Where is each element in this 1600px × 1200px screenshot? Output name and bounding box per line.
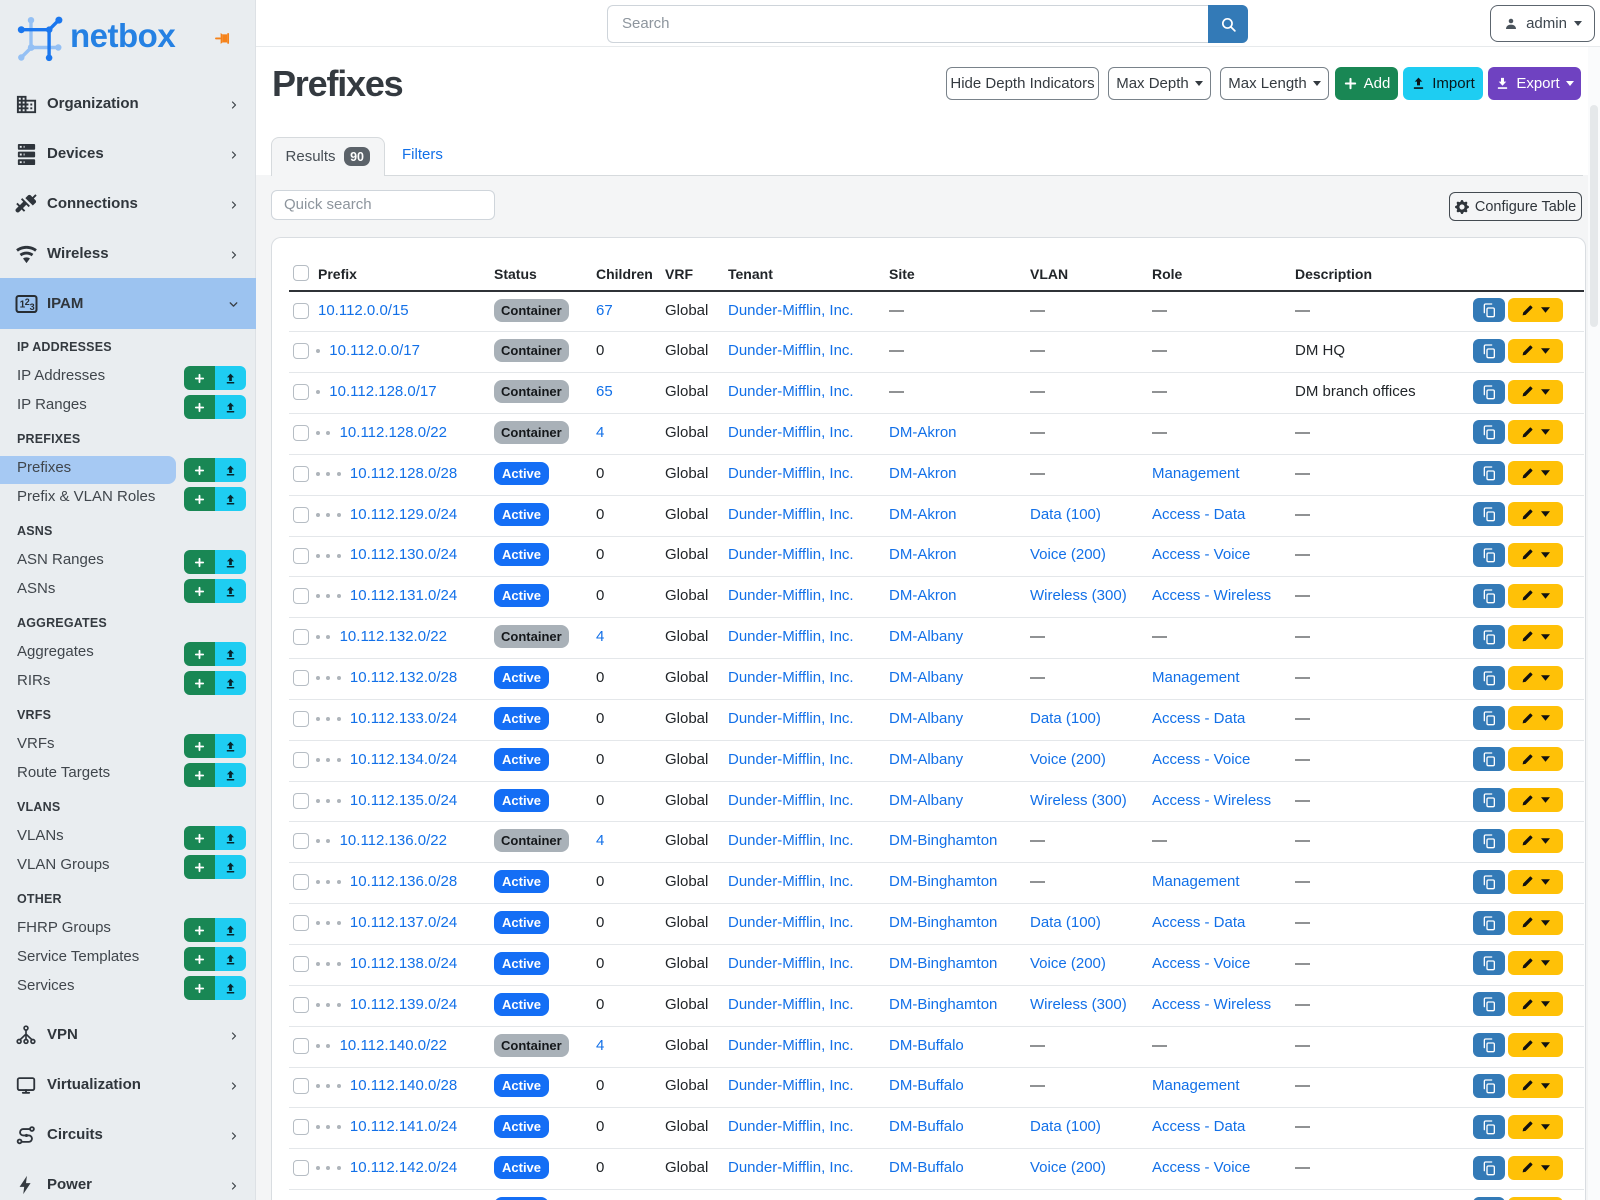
svg-text:1: 1 bbox=[20, 300, 26, 311]
svg-text:2: 2 bbox=[25, 297, 30, 307]
svg-text:3: 3 bbox=[30, 302, 35, 312]
